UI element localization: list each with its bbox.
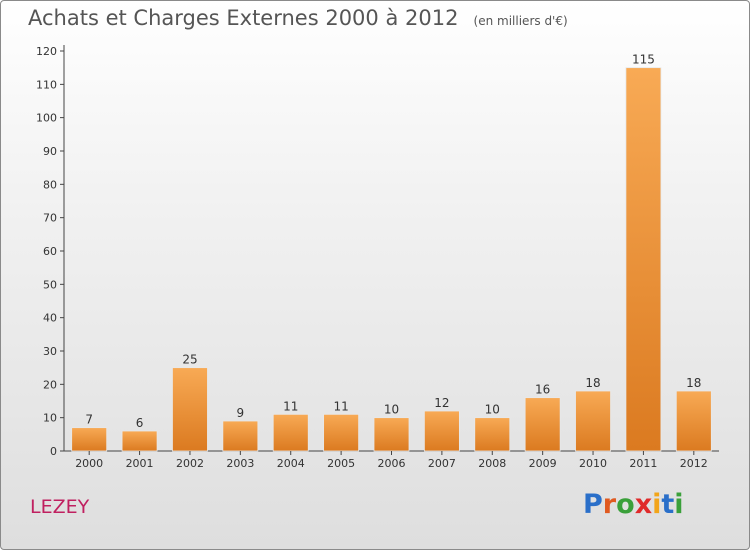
y-tick-label: 80 [43,178,57,191]
bar [172,367,208,452]
y-tick-label: 110 [36,78,57,91]
x-tick-label: 2009 [529,457,557,470]
bar [121,430,158,452]
y-tick-label: 60 [43,245,57,258]
data-label: 11 [283,399,298,413]
bar [323,413,360,452]
logo-letter: o [616,489,635,520]
y-tick-label: 50 [43,278,57,291]
bar [373,417,410,452]
bar [272,413,309,452]
y-tick-label: 10 [43,412,57,425]
data-label: 16 [535,383,550,397]
logo-letter: r [602,489,617,520]
data-label: 10 [384,403,399,417]
y-tick-label: 40 [43,312,57,325]
bar [474,417,511,452]
data-label: 7 [85,413,93,427]
x-tick-label: 2010 [579,457,607,470]
bar [575,390,611,452]
logo-letter: i [674,489,684,520]
data-label: 115 [632,53,655,67]
chart-title-block: Achats et Charges Externes 2000 à 2012 (… [28,6,568,30]
logo-letter: x [634,489,653,520]
logo-letter: i [652,489,662,520]
x-tick-label: 2005 [327,457,355,470]
x-tick-label: 2006 [378,457,406,470]
x-tick-label: 2007 [428,457,456,470]
data-label: 9 [237,406,245,420]
bar [524,397,561,452]
x-tick-label: 2002 [176,457,204,470]
y-tick-label: 20 [43,378,57,391]
unit-note: (en milliers d'€) [473,14,568,28]
data-label: 12 [434,396,449,410]
x-tick-label: 2000 [75,457,103,470]
x-tick-label: 2008 [478,457,506,470]
y-tick-label: 0 [50,445,57,458]
proxiti-logo: Proxiti [583,489,684,520]
data-label: 10 [485,403,500,417]
x-tick-label: 2003 [226,457,254,470]
bar [222,420,259,452]
x-tick-label: 2001 [126,457,154,470]
y-tick-label: 120 [36,45,57,58]
chart-title: Achats et Charges Externes 2000 à 2012 [28,6,459,30]
y-tick-label: 30 [43,345,57,358]
bar [675,390,712,452]
data-label: 18 [686,376,701,390]
bar [625,67,662,452]
x-tick-label: 2011 [629,457,657,470]
logo-letter: t [661,489,675,520]
data-label: 25 [182,353,197,367]
bar [71,427,108,452]
data-label: 11 [333,399,348,413]
logo-letter: P [583,489,603,520]
x-tick-label: 2012 [680,457,708,470]
bar [423,410,460,452]
y-tick-label: 90 [43,145,57,158]
y-tick-label: 100 [36,112,57,125]
location-label: LEZEY [30,496,90,518]
data-label: 6 [136,416,144,430]
data-label: 18 [585,376,600,390]
x-tick-label: 2004 [277,457,305,470]
y-tick-label: 70 [43,212,57,225]
